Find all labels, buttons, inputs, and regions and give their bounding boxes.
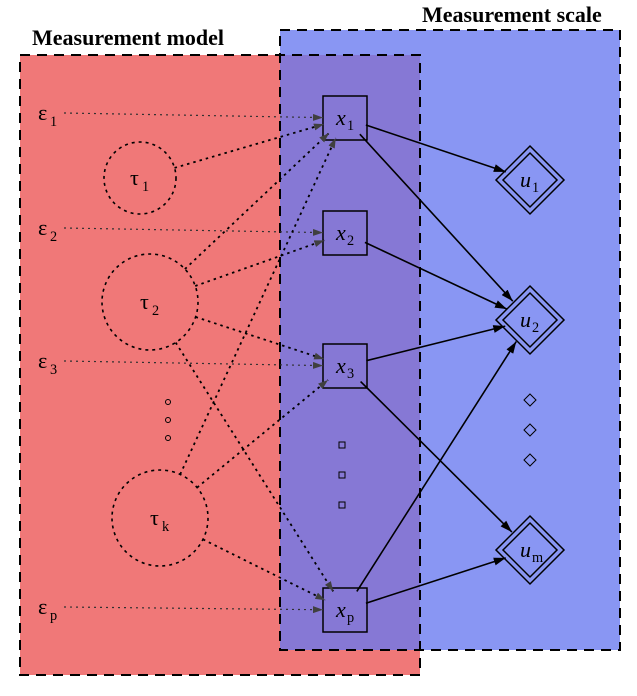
u-sub: m bbox=[532, 550, 543, 566]
epsilon-sub: 2 bbox=[50, 229, 57, 245]
epsilon-label: ε bbox=[38, 215, 47, 240]
u-sub: 1 bbox=[532, 180, 539, 196]
epsilon-sub: p bbox=[50, 608, 57, 624]
tau-sub: k bbox=[162, 519, 170, 535]
tau-label: τ bbox=[150, 505, 159, 530]
x-sub: p bbox=[347, 610, 354, 626]
title: Measurement scale bbox=[422, 2, 602, 27]
u-label: u bbox=[520, 167, 531, 192]
x-sub: 1 bbox=[347, 118, 354, 134]
x-label: x bbox=[335, 353, 346, 378]
x-sub: 3 bbox=[347, 366, 354, 382]
u-sub: 2 bbox=[532, 320, 539, 336]
epsilon-label: ε bbox=[38, 594, 47, 619]
tau-sub: 2 bbox=[152, 303, 159, 319]
x-sub: 2 bbox=[347, 233, 354, 249]
x-label: x bbox=[335, 597, 346, 622]
epsilon-label: ε bbox=[38, 348, 47, 373]
tau-sub: 1 bbox=[142, 179, 149, 195]
u-label: u bbox=[520, 307, 531, 332]
u-label: u bbox=[520, 537, 531, 562]
x-label: x bbox=[335, 220, 346, 245]
title: Measurement model bbox=[32, 25, 224, 50]
epsilon-sub: 1 bbox=[50, 114, 57, 130]
tau-label: τ bbox=[130, 165, 139, 190]
epsilon-sub: 3 bbox=[50, 362, 57, 378]
tau-label: τ bbox=[140, 289, 149, 314]
x-label: x bbox=[335, 105, 346, 130]
epsilon-label: ε bbox=[38, 100, 47, 125]
